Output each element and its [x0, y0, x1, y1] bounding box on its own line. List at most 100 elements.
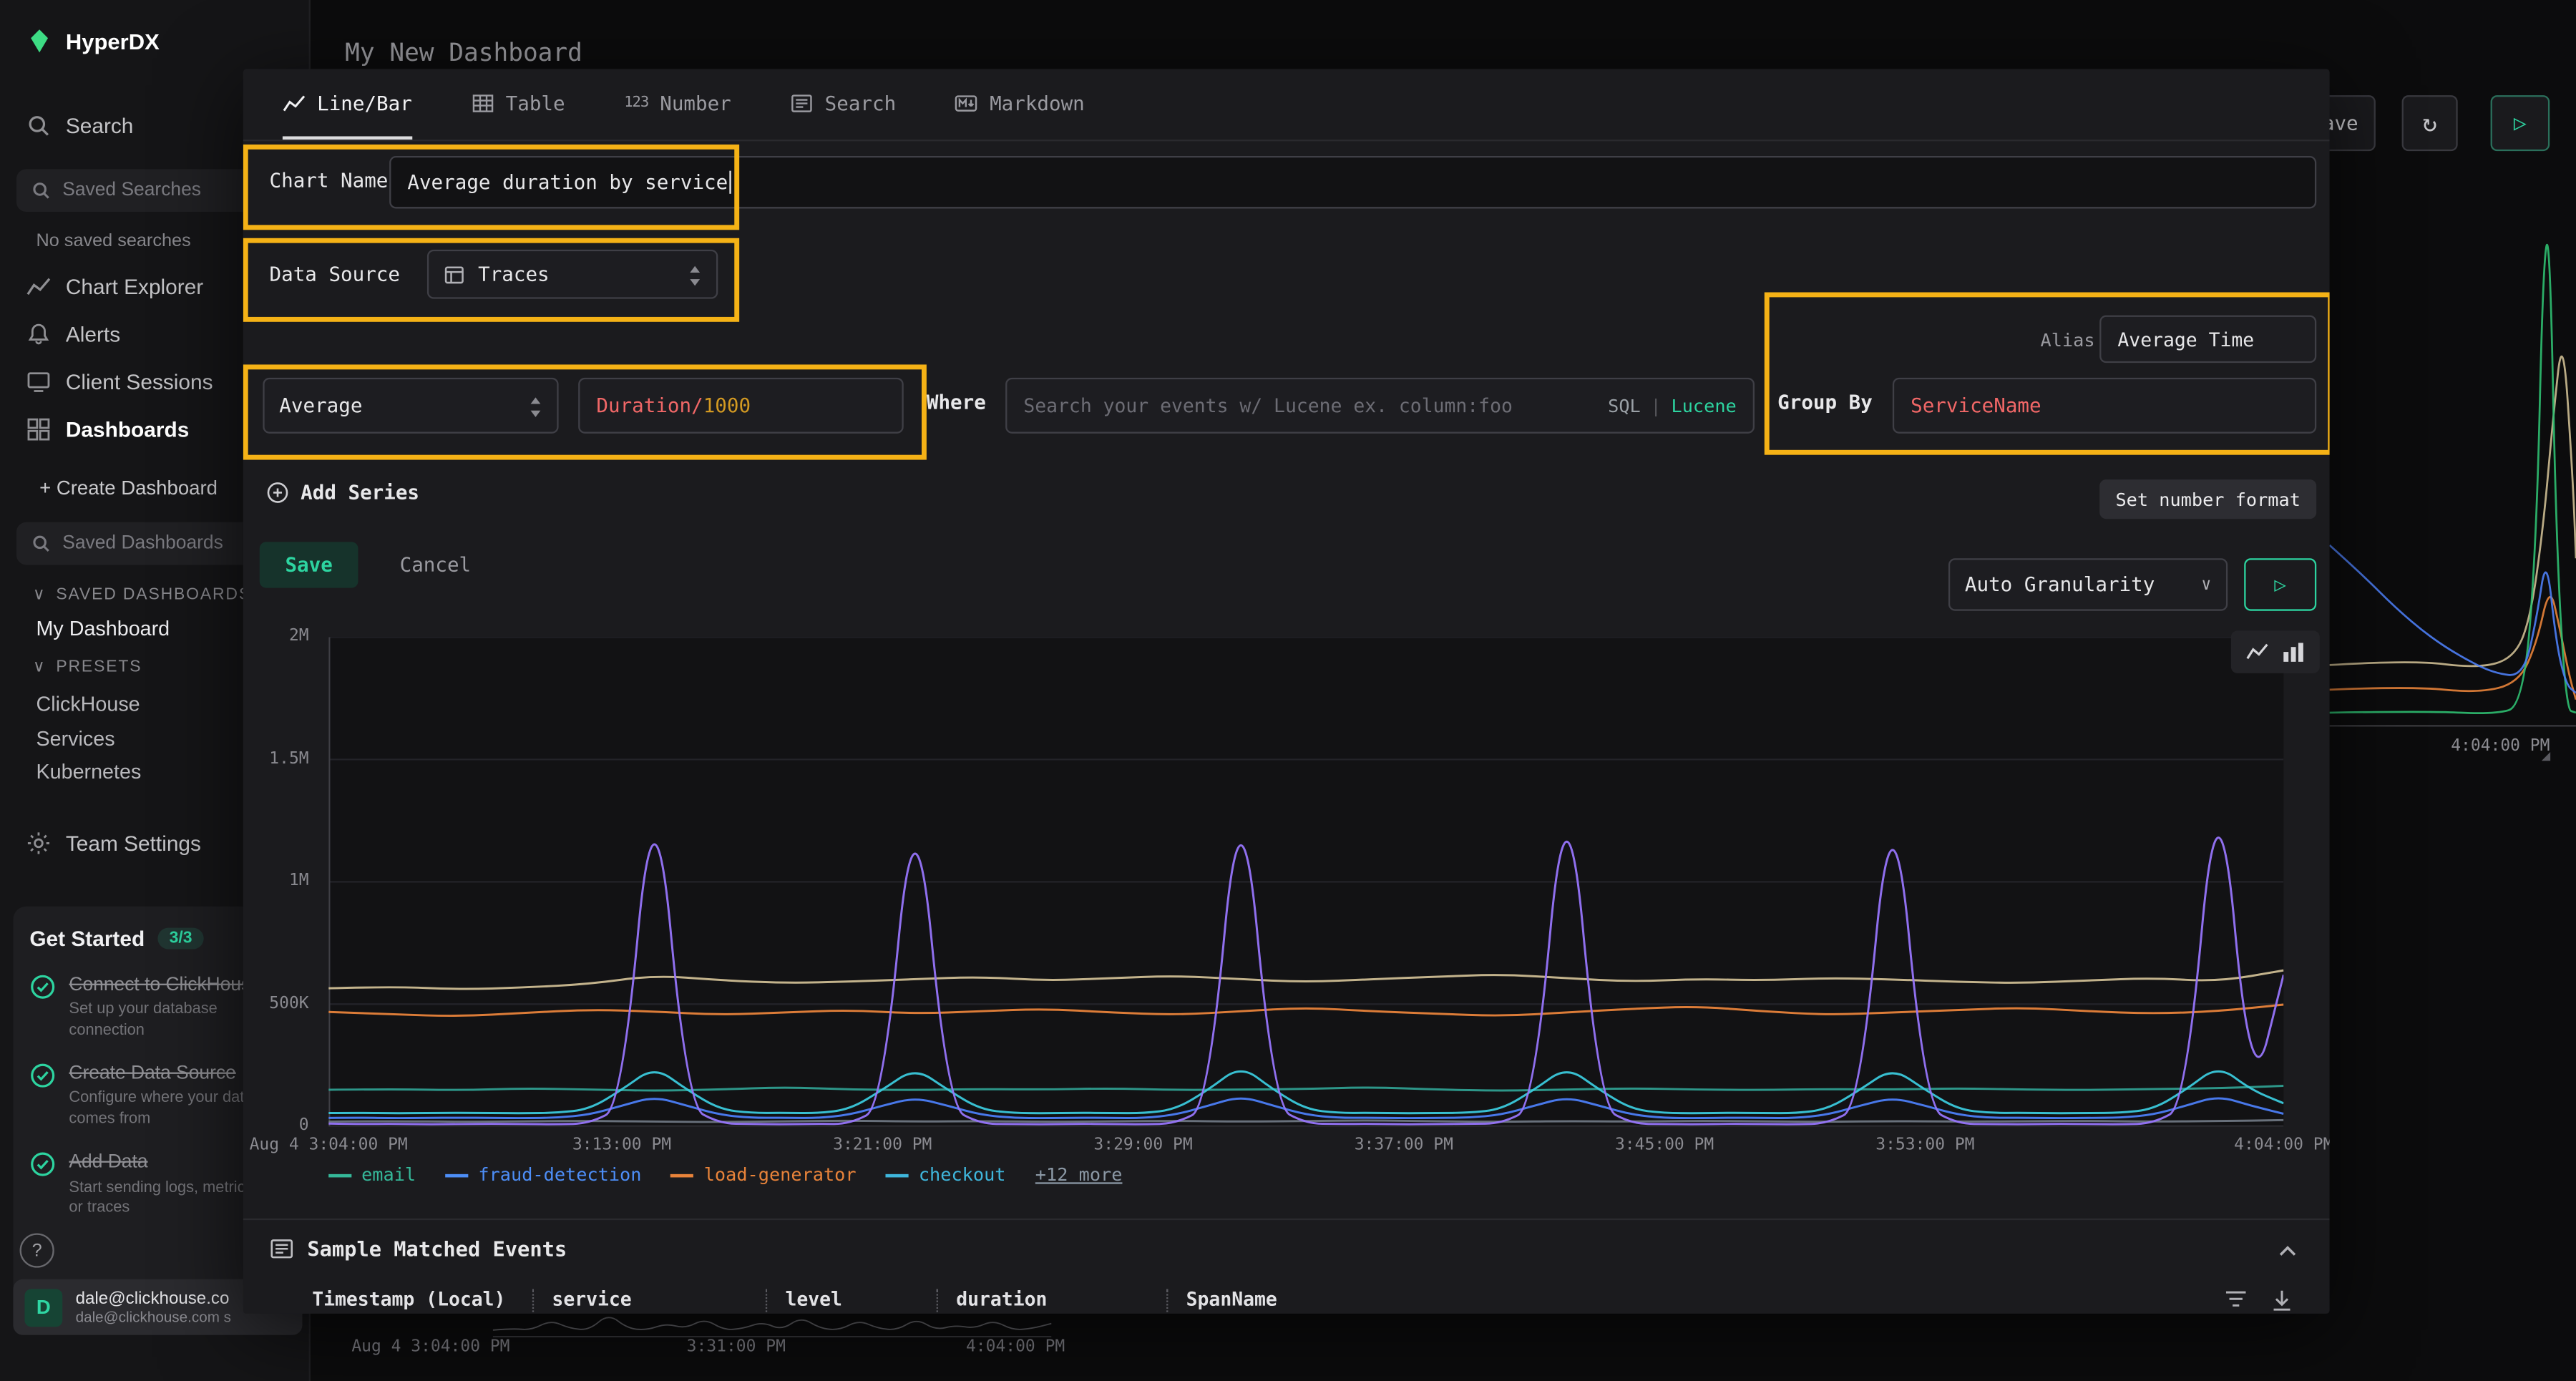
sidebar-item-team-settings[interactable]: Team Settings: [26, 831, 201, 855]
select-chevrons-icon: [688, 263, 701, 285]
sidebar-item-dashboards[interactable]: Dashboards: [26, 417, 190, 441]
download-icon[interactable]: [2270, 1289, 2293, 1310]
tab-label: Markdown: [990, 91, 1085, 114]
sidebar-item-kubernetes[interactable]: Kubernetes: [36, 761, 142, 784]
list-icon: [270, 1236, 294, 1261]
column-header-timestamp[interactable]: Timestamp (Local): [312, 1287, 505, 1310]
lucene-toggle[interactable]: Lucene: [1672, 395, 1737, 416]
sidebar-item-search[interactable]: Search: [26, 113, 134, 137]
sidebar-item-clickhouse[interactable]: ClickHouse: [36, 693, 140, 716]
section-label: PRESETS: [56, 658, 142, 676]
main-chart-svg: [328, 637, 2283, 1126]
saved-searches-placeholder: Saved Searches: [62, 180, 201, 200]
aggregation-select[interactable]: Average: [263, 378, 558, 434]
sql-toggle[interactable]: SQL: [1608, 395, 1641, 416]
alias-input[interactable]: Average Time: [2099, 316, 2316, 363]
legend-more-link[interactable]: +12 more: [1035, 1164, 1123, 1186]
set-number-format-button[interactable]: Set number format: [2099, 479, 2316, 519]
number-icon: 123: [624, 94, 648, 111]
x-tick-label: 3:37:00 PM: [1355, 1136, 1453, 1154]
data-source-select[interactable]: Traces: [427, 250, 718, 299]
y-axis: 0500K1M1.5M2M: [243, 637, 319, 1126]
lang-divider: |: [1651, 395, 1662, 416]
sidebar-item-chart-explorer[interactable]: Chart Explorer: [26, 274, 204, 298]
group-by-input[interactable]: ServiceName: [1893, 378, 2316, 434]
play-icon: ▷: [2514, 111, 2527, 135]
column-header-spanname[interactable]: SpanName: [1186, 1287, 1277, 1310]
sidebar-item-services[interactable]: Services: [36, 728, 115, 751]
legend-item[interactable]: fraud-detection: [445, 1164, 641, 1186]
refresh-button[interactable]: ↻: [2402, 95, 2458, 151]
chevron-up-icon[interactable]: [2277, 1241, 2298, 1263]
legend-item[interactable]: load-generator: [671, 1164, 857, 1186]
y-tick-label: 500K: [269, 995, 308, 1012]
chart-icon: [26, 274, 51, 298]
tab-label: Search: [825, 91, 897, 114]
background-dashboard-chart: [2330, 99, 2576, 743]
legend-item[interactable]: email: [328, 1164, 416, 1186]
step-desc: Set up your database connection: [69, 1000, 263, 1041]
sidebar-item-client-sessions[interactable]: Client Sessions: [26, 369, 213, 394]
section-saved-dashboards[interactable]: ∨ SAVED DASHBOARDS: [33, 586, 251, 604]
sidebar-item-alerts[interactable]: Alerts: [26, 322, 120, 346]
y-tick-label: 1.5M: [269, 750, 308, 768]
line-chart-toggle-icon[interactable]: [2245, 640, 2268, 663]
help-button[interactable]: ?: [20, 1233, 54, 1267]
x-tick-label: 3:13:00 PM: [572, 1136, 671, 1154]
sidebar-item-my-dashboard[interactable]: My Dashboard: [36, 618, 170, 640]
text-caret: [730, 171, 731, 194]
section-presets[interactable]: ∨ PRESETS: [33, 658, 142, 676]
tab-search[interactable]: Search: [790, 69, 896, 140]
resize-corner-icon: ◢: [2542, 748, 2550, 765]
sample-events-title: Sample Matched Events: [307, 1236, 567, 1261]
run-chart-button[interactable]: ▷: [2244, 558, 2316, 610]
where-placeholder: Search your events w/ Lucene ex. column:…: [1023, 394, 1513, 417]
bar-chart-toggle-icon[interactable]: [2283, 640, 2306, 663]
tab-line-bar[interactable]: Line/Bar: [283, 69, 412, 140]
get-started-step[interactable]: Connect to ClickHouse Set up your databa…: [29, 974, 279, 1041]
tab-table[interactable]: Table: [471, 69, 565, 140]
column-header-service[interactable]: service: [552, 1287, 631, 1310]
search-icon: [31, 180, 52, 200]
run-query-button[interactable]: ▷: [2491, 95, 2550, 151]
user-team: dale@clickhouse.com s: [76, 1309, 231, 1325]
sidebar-item-label: Chart Explorer: [66, 274, 203, 298]
add-series-button[interactable]: Add Series: [266, 481, 419, 504]
legend-item[interactable]: checkout: [886, 1164, 1006, 1186]
legend-swatch: [328, 1174, 351, 1178]
field-value-number: 1000: [703, 394, 751, 417]
tab-markdown[interactable]: Markdown: [955, 69, 1085, 140]
filter-icon[interactable]: [2225, 1289, 2248, 1310]
field-value: Duration/: [596, 394, 703, 417]
create-dashboard-button[interactable]: + Create Dashboard: [39, 477, 218, 499]
legend-swatch: [445, 1174, 468, 1178]
save-button[interactable]: Save: [260, 542, 358, 587]
progress-badge: 3/3: [158, 928, 204, 950]
tab-number[interactable]: 123 Number: [624, 69, 731, 140]
granularity-select[interactable]: Auto Granularity ∨: [1948, 558, 2228, 610]
search-icon: [31, 534, 52, 554]
chart-name-input[interactable]: Average duration by service: [389, 156, 2316, 208]
chart-editor-modal: Line/Bar Table 123 Number Search: [243, 69, 2330, 1314]
get-started-title: Get Started: [29, 926, 145, 950]
line-chart-icon: [283, 91, 306, 114]
step-desc: Start sending logs, metrics, or traces: [69, 1179, 263, 1219]
background-x-label: Aug 4 3:04:00 PM: [351, 1338, 509, 1356]
column-header-duration[interactable]: duration: [956, 1287, 1047, 1310]
page-title: My New Dashboard: [345, 38, 582, 67]
sample-events-header[interactable]: Sample Matched Events: [270, 1236, 567, 1261]
cancel-button[interactable]: Cancel: [381, 542, 490, 587]
dashboard-grid-icon: [26, 417, 51, 441]
tab-label: Line/Bar: [317, 91, 412, 114]
column-header-level[interactable]: level: [785, 1287, 841, 1310]
get-started-step[interactable]: Add Data Start sending logs, metrics, or…: [29, 1151, 279, 1219]
editor-tabs: Line/Bar Table 123 Number Search: [243, 69, 2330, 141]
x-tick-label: 3:21:00 PM: [833, 1136, 932, 1154]
field-input[interactable]: Duration/1000: [578, 378, 904, 434]
chart-legend: email fraud-detection load-generator checko…: [328, 1164, 1122, 1186]
app-root: My New Dashboard Save ↻ ▷ 4:04:00 PM ◢ A…: [0, 0, 2576, 1381]
where-search-input[interactable]: Search your events w/ Lucene ex. column:…: [1005, 378, 1755, 434]
get-started-step[interactable]: Create Data Source Configure where your …: [29, 1063, 279, 1130]
brand[interactable]: HyperDX: [26, 28, 160, 54]
x-tick-label: Aug 4 3:04:00 PM: [250, 1136, 408, 1154]
